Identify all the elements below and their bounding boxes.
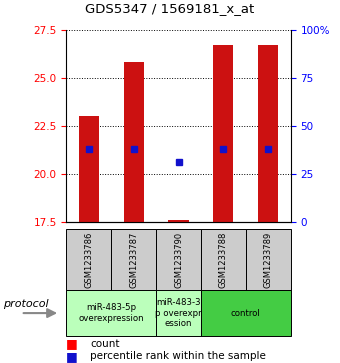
Text: GSM1233788: GSM1233788 (219, 231, 228, 288)
Bar (79, 116, 99, 222)
Bar (123, 61, 144, 222)
Bar (156, 229, 201, 290)
Text: percentile rank within the sample: percentile rank within the sample (90, 351, 266, 361)
Text: protocol: protocol (3, 299, 49, 309)
Bar (66, 229, 111, 290)
Text: miR-483-5p
overexpression: miR-483-5p overexpression (78, 303, 144, 323)
Bar (213, 45, 234, 222)
Bar (168, 220, 189, 222)
Bar (246, 229, 291, 290)
Bar (66, 290, 156, 336)
Text: miR-483-3
p overexpr
ession: miR-483-3 p overexpr ession (155, 298, 202, 328)
Text: GSM1233790: GSM1233790 (174, 232, 183, 287)
Bar (201, 229, 246, 290)
Text: count: count (90, 339, 120, 349)
Bar (111, 229, 156, 290)
Text: GSM1233786: GSM1233786 (84, 231, 93, 288)
Text: ■: ■ (66, 338, 78, 350)
Text: GDS5347 / 1569181_x_at: GDS5347 / 1569181_x_at (85, 2, 255, 15)
Bar (258, 45, 278, 222)
Text: control: control (231, 309, 261, 318)
Text: GSM1233789: GSM1233789 (264, 232, 273, 287)
Bar (156, 290, 201, 336)
Bar (201, 290, 291, 336)
Text: ■: ■ (66, 350, 78, 363)
Text: GSM1233787: GSM1233787 (129, 231, 138, 288)
